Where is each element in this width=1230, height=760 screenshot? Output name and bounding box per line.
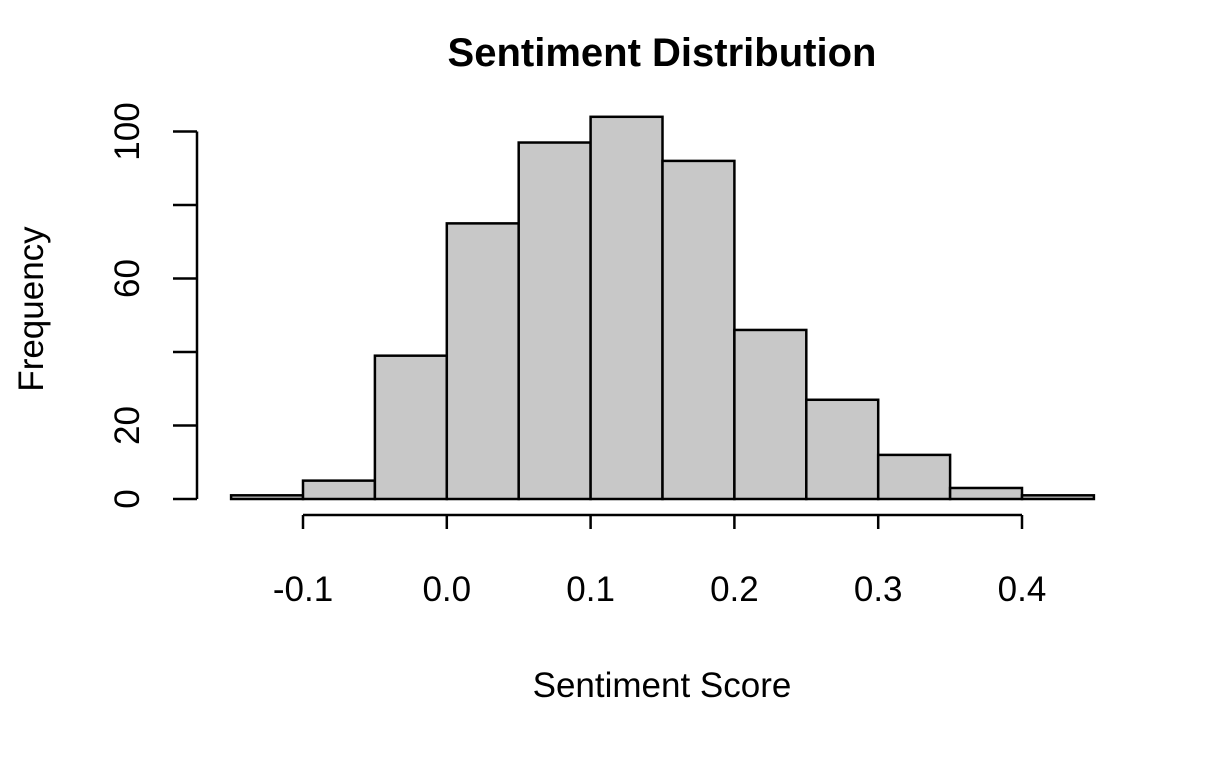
x-tick-label-1: 0.0 (422, 570, 471, 609)
x-tick-label-4: 0.3 (854, 570, 903, 609)
x-axis-label: Sentiment Score (533, 666, 792, 705)
x-tick-label-5: 0.4 (998, 570, 1047, 609)
histogram-bar-6 (661, 159, 736, 501)
histogram-bars (229, 115, 1096, 501)
histogram-bar-5 (589, 115, 664, 501)
histogram-bar-7 (733, 328, 808, 501)
y-tick-label-1: 20 (108, 406, 147, 445)
histogram-bar-9 (876, 453, 952, 501)
chart-title: Sentiment Distribution (448, 31, 877, 75)
histogram-bar-0 (229, 494, 305, 501)
x-tick-label-0: -0.1 (273, 570, 333, 609)
y-tick-label-5: 100 (108, 102, 147, 160)
histogram-bar-4 (517, 141, 592, 501)
x-axis: -0.1 0.0 0.1 0.2 0.3 0.4 (273, 513, 1047, 609)
x-tick-label-2: 0.1 (566, 570, 615, 609)
y-axis-label: Frequency (12, 226, 51, 392)
histogram-bar-1 (301, 479, 377, 501)
histogram-bar-10 (948, 486, 1024, 501)
x-tick-label-3: 0.2 (710, 570, 759, 609)
y-axis: 0 20 60 100 (108, 102, 199, 509)
histogram-bar-11 (1020, 494, 1096, 501)
histogram-bar-8 (805, 398, 880, 501)
y-tick-label-0: 0 (108, 489, 147, 508)
y-tick-label-3: 60 (108, 259, 147, 298)
histogram-bar-2 (373, 354, 449, 501)
histogram-bar-3 (445, 222, 520, 501)
